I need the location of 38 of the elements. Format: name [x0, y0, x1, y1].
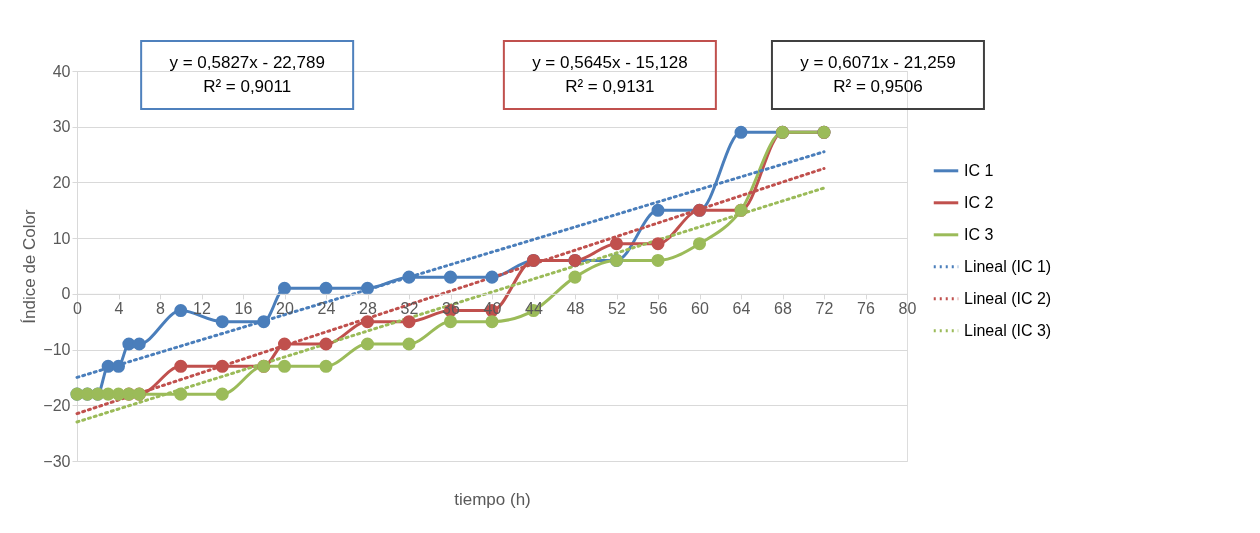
x-tick-label: 60	[691, 300, 709, 318]
y-tick-label: 20	[52, 173, 71, 191]
y-axis-title: Índice de Color	[20, 208, 40, 324]
x-tick-label: 64	[732, 300, 751, 318]
x-tick-label: 8	[156, 300, 166, 318]
legend-label: Lineal (IC 2)	[964, 289, 1052, 307]
legend-label: IC 3	[964, 225, 994, 243]
x-tick-label: 48	[566, 300, 585, 318]
y-tick-label: −20	[43, 396, 71, 414]
x-tick-label: 32	[400, 300, 419, 318]
x-tick-label: 80	[898, 300, 917, 318]
y-tick-label: −10	[43, 341, 71, 359]
legend-label: Lineal (IC 1)	[964, 257, 1052, 275]
annotation: y = 0,5827x - 22,789 R² = 0,9011	[169, 53, 325, 96]
x-tick-label: 12	[193, 300, 211, 318]
x-tick-label: 24	[317, 300, 336, 318]
x-tick-label: 76	[857, 300, 875, 318]
legend-label: Lineal (IC 3)	[964, 321, 1052, 339]
x-tick-label: 0	[73, 300, 83, 318]
x-tick-label: 4	[114, 300, 124, 318]
x-tick-label: 68	[774, 300, 792, 318]
x-axis-title: tiempo (h)	[454, 489, 531, 509]
annotation: y = 0,5645x - 15,128 R² = 0,9131	[532, 53, 688, 96]
x-tick-label: 56	[649, 300, 668, 318]
x-tick-label: 72	[815, 300, 834, 318]
x-tick-label: 28	[359, 300, 377, 318]
y-tick-label: 0	[61, 285, 71, 303]
legend-label: IC 2	[964, 193, 994, 211]
legend-label: IC 1	[964, 161, 994, 179]
x-tick-label: 36	[442, 300, 460, 318]
y-tick-label: 40	[52, 62, 71, 80]
x-tick-label: 20	[276, 300, 294, 318]
x-tick-label: 52	[608, 300, 626, 318]
y-tick-label: −30	[43, 452, 71, 470]
x-tick-label: 16	[234, 300, 253, 318]
annotation: y = 0,6071x - 21,259 R² = 0,9506	[800, 53, 956, 96]
y-tick-label: 10	[52, 229, 71, 247]
y-tick-label: 30	[52, 118, 71, 136]
